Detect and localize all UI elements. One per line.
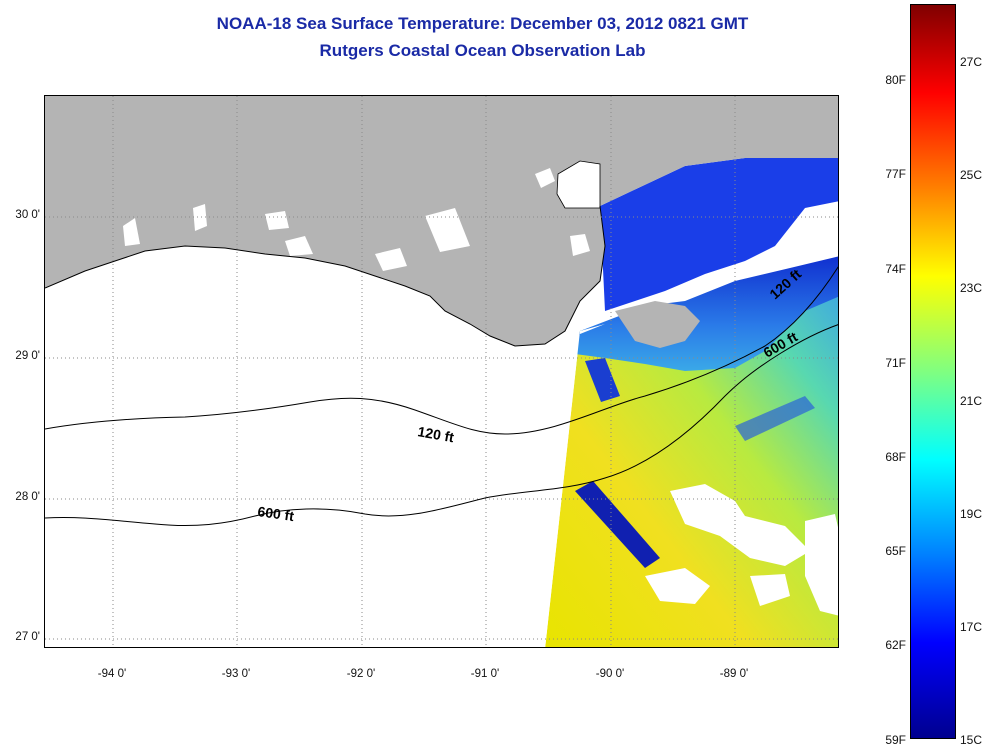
land-southeast [615,301,700,348]
colorbar-f-label: 68F [885,450,906,464]
cold-filament-3 [735,396,815,441]
lake-small-6 [425,208,470,252]
colorbar-f-label: 80F [885,73,906,87]
lake-small-2 [570,234,590,256]
contour-600ft [45,324,838,527]
lake-small-3 [285,236,313,256]
cloud-gap-3 [805,514,838,616]
lon-label-90: -90 0' [595,668,625,680]
grid-lines [45,96,838,647]
colorbar-f-label: 62F [885,638,906,652]
sst-map: 120 ft 600 ft 120 ft 600 ft [44,95,839,648]
lake-small-8 [265,211,289,230]
colorbar-f-label: 65F [885,544,906,558]
colorbar-f-label: 74F [885,262,906,276]
cold-filament-1 [575,481,660,568]
cold-filament-2 [585,358,620,402]
lake-small-5 [123,218,140,246]
temperature-colorbar [910,4,956,739]
cloud-gap-1 [670,484,810,566]
contour-label: 120 ft [416,423,455,445]
lat-label-27: 27 0' [15,631,40,643]
lat-label-30: 30 0' [15,209,40,221]
lon-label-92: -92 0' [346,668,376,680]
colorbar-c-label: 27C [960,55,983,69]
colorbar-c-label: 17C [960,620,983,634]
lake-small-1 [535,168,555,188]
lake-small-4 [193,204,207,231]
chart-subtitle: Rutgers Coastal Ocean Observation Lab [319,41,646,60]
lon-label-89: -89 0' [719,668,749,680]
contour-120ft [45,266,838,435]
lat-label-28: 28 0' [15,491,40,503]
cold-river-outflow [600,158,838,311]
colorbar-f-label: 77F [885,167,906,181]
contour-label: 600 ft [257,503,296,524]
lat-label-29: 29 0' [15,350,40,362]
lake-small-7 [375,248,407,271]
colorbar-c-label: 15C [960,733,983,747]
colorbar-f-label: 59F [885,733,906,747]
colorbar-c-label: 19C [960,507,983,521]
colorbar-c-label: 21C [960,394,983,408]
colorbar-c-label: 23C [960,281,983,295]
cloud-gap-4 [750,574,790,606]
no-data-west [45,286,605,647]
lon-label-94: -94 0' [97,668,127,680]
chart-title: NOAA-18 Sea Surface Temperature: Decembe… [216,14,749,33]
coastline [45,205,606,347]
lon-label-93: -93 0' [221,668,251,680]
colorbar-c-label: 25C [960,168,983,182]
lon-label-91: -91 0' [470,668,500,680]
colorbar-f-label: 71F [885,356,906,370]
cloud-gap-2 [645,568,710,604]
